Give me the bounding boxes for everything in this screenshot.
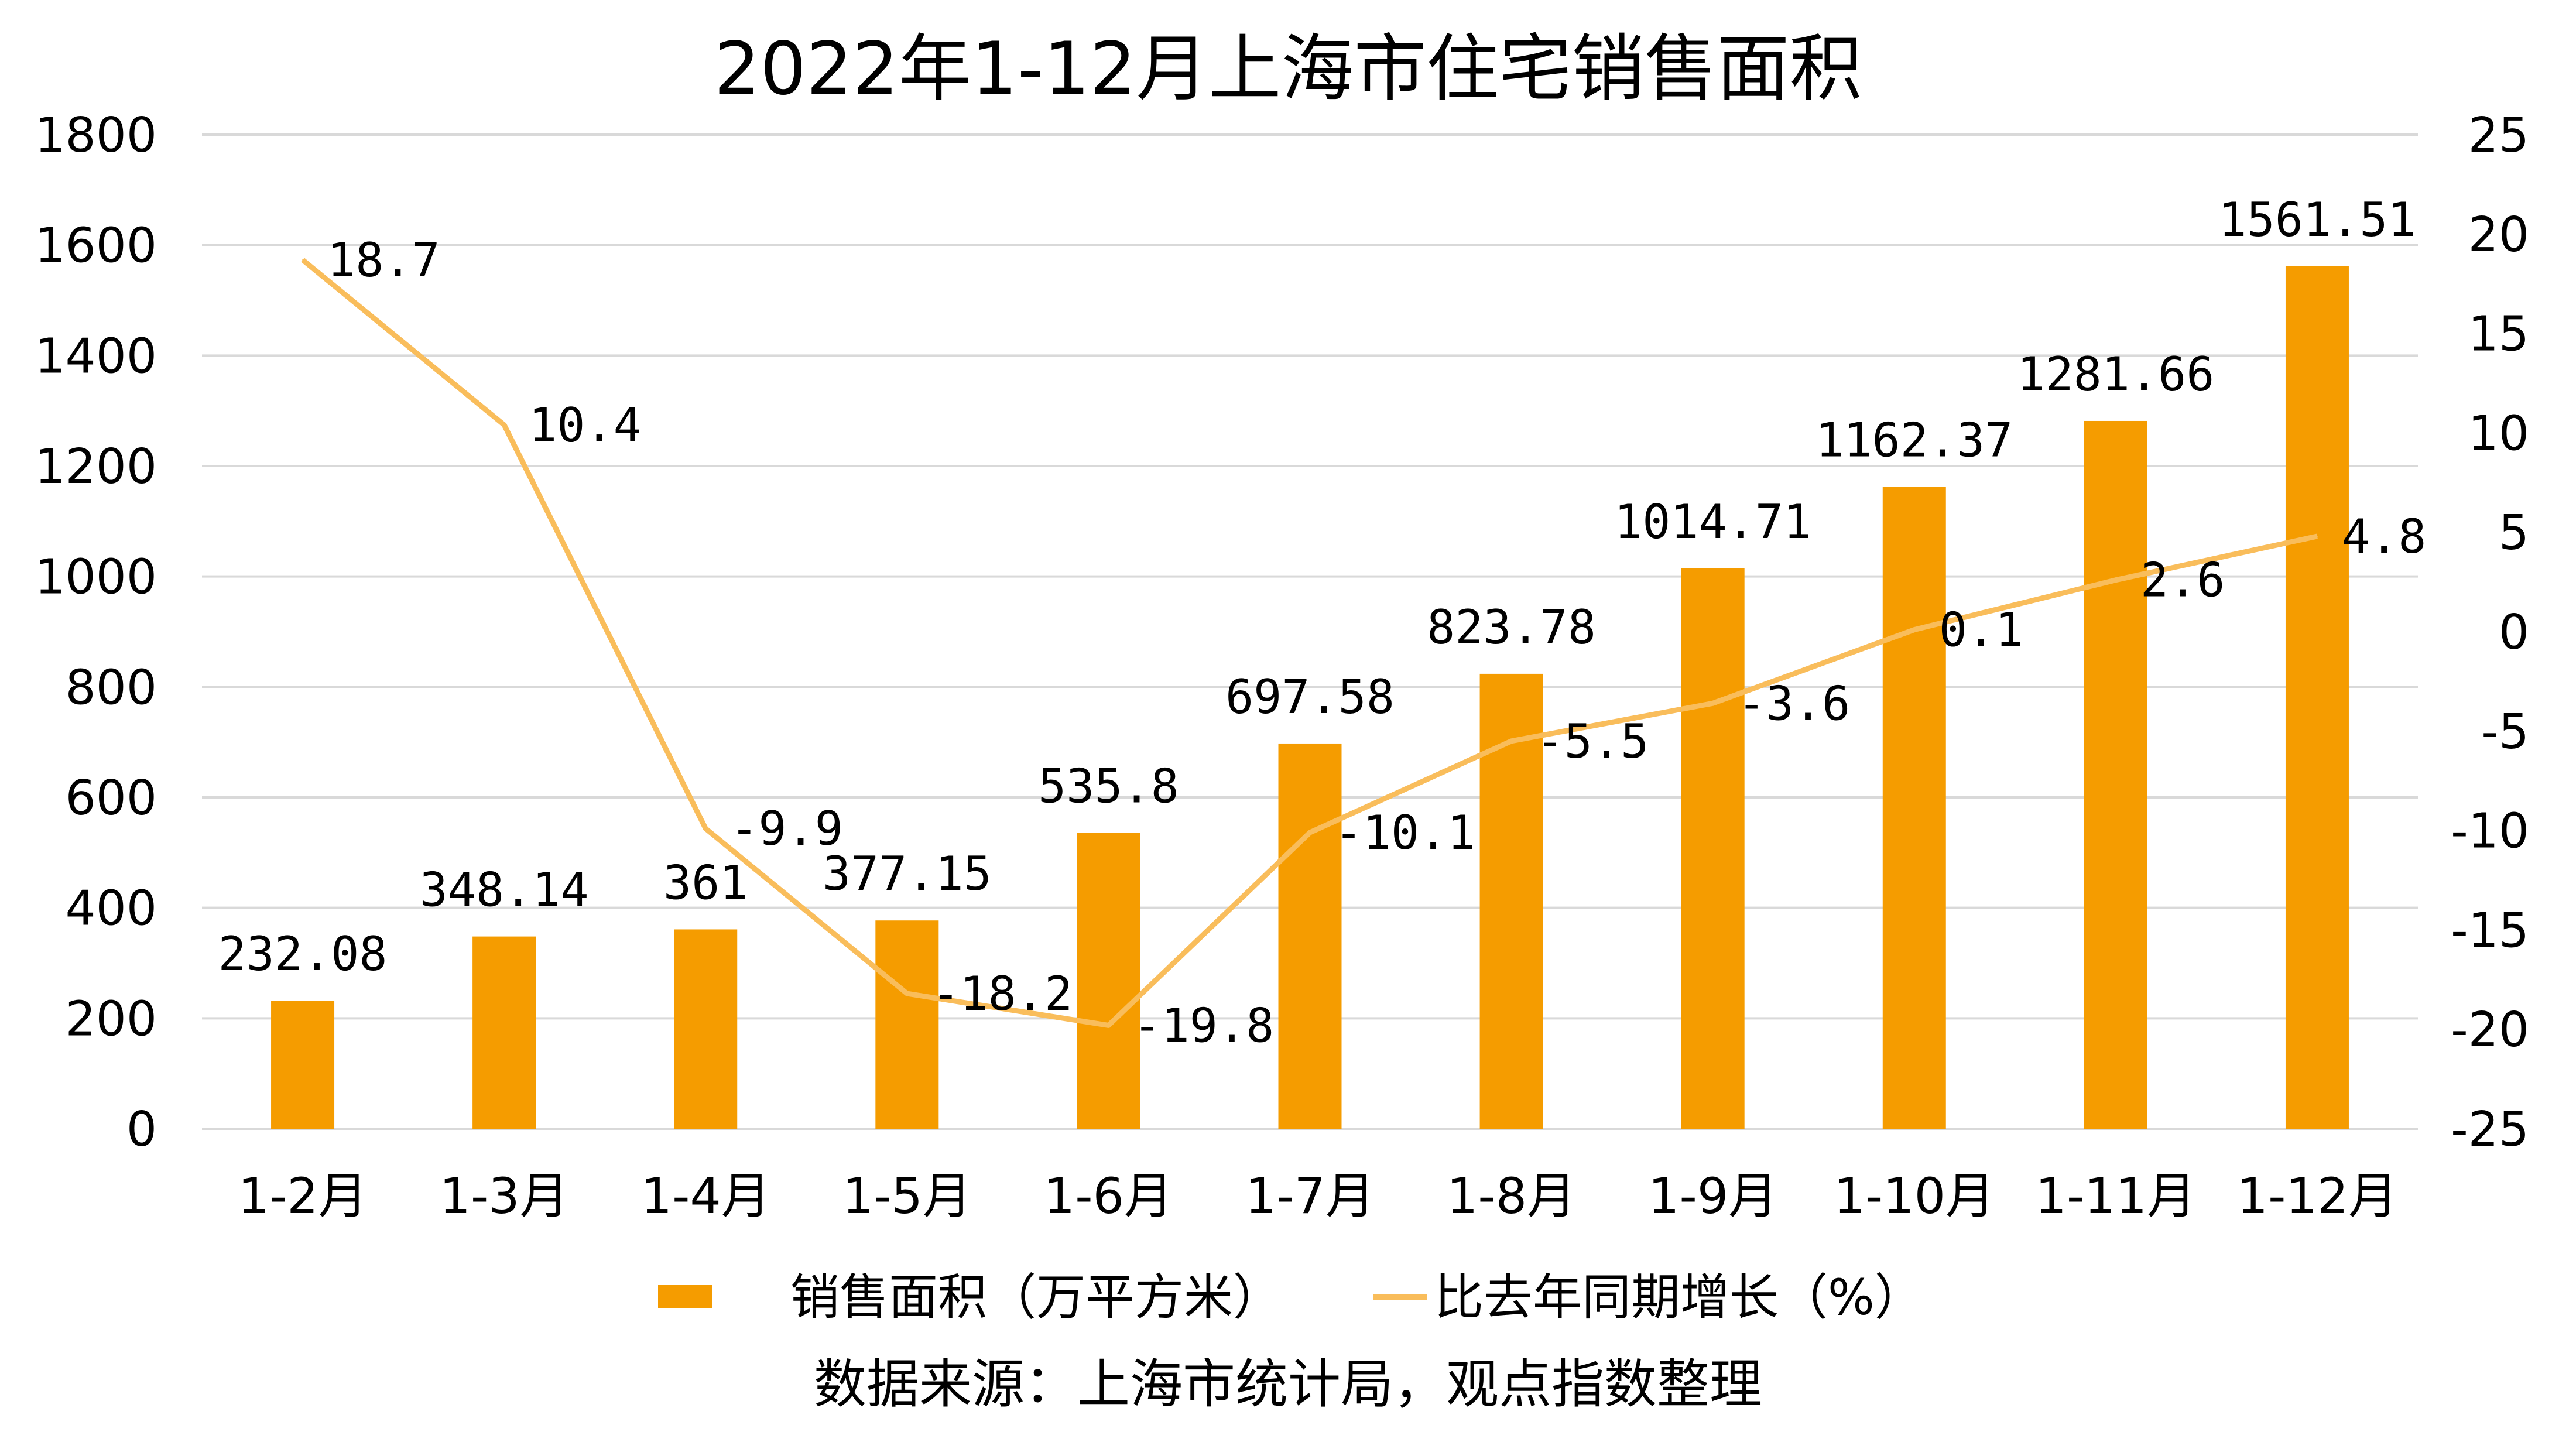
bar: [1882, 487, 1946, 1129]
left-axis-ticks: 0 200 400 600 800 1000 1200 1400 1600 1800: [35, 108, 157, 1157]
line-point: [705, 828, 707, 830]
line-value-label: 0.1: [1939, 603, 2024, 657]
right-tick-label: -5: [2481, 704, 2529, 760]
line-point: [2115, 579, 2116, 581]
line-point: [906, 993, 908, 995]
bar-value-label: 535.8: [1038, 759, 1179, 814]
category-label: 1-10月: [1834, 1167, 1995, 1225]
left-tick-label: 1000: [35, 550, 157, 605]
right-tick-label: 5: [2499, 505, 2529, 561]
chart-title: 2022年1-12月上海市住宅销售面积: [714, 27, 1862, 111]
line-point: [1309, 831, 1311, 833]
category-label: 1-3月: [440, 1167, 569, 1225]
legend-bar-swatch: [658, 1285, 712, 1308]
line-value-label: -10.1: [1335, 806, 1476, 860]
bar-series: [271, 266, 2349, 1129]
left-tick-label: 0: [126, 1102, 157, 1157]
line-point: [1510, 740, 1512, 742]
bar-value-label: 361: [663, 855, 748, 910]
line-series: [301, 258, 2318, 1028]
line-value-label: 4.8: [2342, 509, 2427, 564]
bar: [271, 1001, 335, 1129]
line-point: [2316, 535, 2318, 537]
category-label: 1-5月: [842, 1167, 972, 1225]
right-tick-label: 15: [2468, 307, 2529, 362]
left-tick-label: 1600: [35, 218, 157, 274]
left-tick-label: 400: [65, 881, 157, 937]
line-value-label: -9.9: [730, 801, 843, 856]
bar-value-label: 697.58: [1225, 670, 1395, 724]
source-note: 数据来源：上海市统计局，观点指数整理: [814, 1354, 1762, 1415]
legend: 销售面积（万平方米） 比去年同期增长（%）: [658, 1269, 1924, 1326]
left-tick-label: 1800: [35, 108, 157, 163]
bar: [2084, 420, 2147, 1129]
line-data-labels: 18.7 10.4 -9.9 -18.2 -19.8 -10.1 -5.5 -3.6 0.1 2.…: [327, 233, 2426, 1053]
left-tick-label: 800: [65, 660, 157, 715]
bar: [1077, 833, 1140, 1129]
bar: [1681, 568, 1745, 1129]
bar-value-label: 348.14: [420, 863, 589, 917]
bar-value-label: 232.08: [218, 927, 388, 981]
right-tick-label: -10: [2451, 804, 2529, 859]
category-label: 1-2月: [238, 1167, 367, 1225]
bar-data-labels: 232.08 348.14 361 377.15 535.8 697.58 823.78 10…: [218, 193, 2416, 981]
line-point: [302, 259, 304, 261]
bar: [2285, 266, 2349, 1129]
line-value-label: 18.7: [327, 233, 440, 287]
bar-value-label: 1014.71: [1614, 495, 1811, 549]
left-tick-label: 200: [65, 991, 157, 1047]
bar-value-label: 1162.37: [1815, 413, 2013, 467]
line-point: [1712, 703, 1714, 704]
right-tick-label: 10: [2468, 406, 2529, 461]
bar-value-label: 1561.51: [2218, 193, 2416, 247]
category-labels: 1-2月 1-3月 1-4月 1-5月 1-6月 1-7月 1-8月 1-9月 1-10月 1-1…: [238, 1167, 2397, 1225]
bar-value-label: 823.78: [1427, 600, 1596, 655]
bar: [875, 920, 939, 1129]
right-axis-ticks: -25 -20 -15 -10 -5 0 5 10 15 20 25: [2451, 108, 2529, 1157]
bar-value-label: 1281.66: [2017, 347, 2214, 402]
right-tick-label: 0: [2499, 605, 2529, 660]
category-label: 1-11月: [2036, 1167, 2197, 1225]
bar: [472, 936, 536, 1129]
line-value-label: -5.5: [1536, 714, 1649, 769]
left-tick-label: 600: [65, 770, 157, 826]
line-value-label: 2.6: [2140, 553, 2225, 608]
line-value-label: -3.6: [1738, 676, 1851, 731]
right-tick-label: -15: [2451, 903, 2529, 958]
category-label: 1-6月: [1044, 1167, 1173, 1225]
category-label: 1-12月: [2237, 1167, 2398, 1225]
line-point: [1913, 629, 1915, 631]
bar: [674, 929, 738, 1129]
right-tick-label: 25: [2468, 108, 2529, 163]
legend-bar-label: 销售面积（万平方米）: [790, 1269, 1282, 1326]
line-value-label: -18.2: [931, 967, 1073, 1021]
line-value-label: -19.8: [1133, 998, 1274, 1053]
category-label: 1-8月: [1447, 1167, 1576, 1225]
bar: [1278, 743, 1342, 1129]
line-value-label: 10.4: [529, 398, 642, 453]
left-tick-label: 1400: [35, 328, 157, 384]
right-tick-label: 20: [2468, 207, 2529, 263]
left-tick-label: 1200: [35, 439, 157, 495]
category-label: 1-7月: [1245, 1167, 1375, 1225]
right-tick-label: -20: [2451, 1002, 2529, 1058]
line-point: [1108, 1025, 1109, 1026]
line-point: [503, 424, 505, 426]
right-tick-label: -25: [2451, 1102, 2529, 1157]
bar-value-label: 377.15: [823, 847, 992, 901]
legend-line-label: 比去年同期增长（%）: [1434, 1269, 1924, 1326]
category-label: 1-9月: [1648, 1167, 1777, 1225]
gridlines: [202, 133, 2418, 1130]
category-label: 1-4月: [641, 1167, 770, 1225]
